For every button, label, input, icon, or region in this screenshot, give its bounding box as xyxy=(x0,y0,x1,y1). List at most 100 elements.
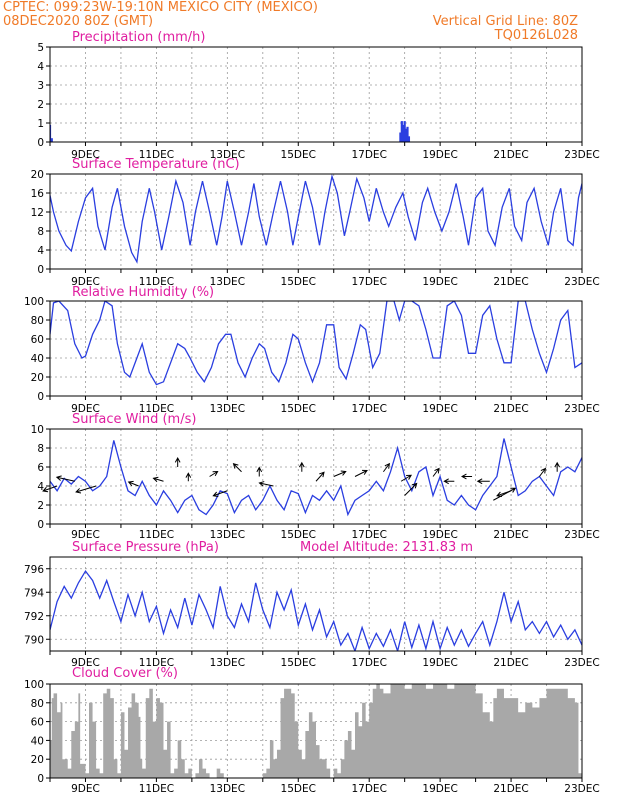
wind-arrow xyxy=(298,461,305,472)
x-tick-label-cloud: 19DEC xyxy=(422,783,457,795)
y-tick-label-wind: 4 xyxy=(37,481,44,493)
x-tick-label-humidity: 15DEC xyxy=(281,403,316,415)
y-tick-label-cloud: 60 xyxy=(31,717,44,729)
precip-bar xyxy=(403,121,406,142)
header-grid-line: Vertical Grid Line: 80Z xyxy=(433,14,578,29)
panel-frame-humidity xyxy=(49,300,583,397)
x-tick-label-wind: 9DEC xyxy=(71,529,100,541)
x-tick-label-humidity: 23DEC xyxy=(564,403,599,415)
panel-wind: Surface Wind (m/s) 0 2 4 6 8 10 9DEC 11DEC 13DEC 1… xyxy=(31,412,600,541)
panel-frame-temp xyxy=(49,173,583,270)
y-tick-label-temp: 4 xyxy=(37,245,44,257)
y-tick-label-temp: 0 xyxy=(37,264,44,276)
plot-area-cloud xyxy=(50,684,582,778)
wind-arrow xyxy=(476,478,490,485)
y-tick-label-temp: 12 xyxy=(31,207,44,219)
y-tick-label-pressure: 790 xyxy=(24,634,44,646)
cloud-cover-area xyxy=(50,684,582,778)
x-tick-label-precip: 23DEC xyxy=(564,149,599,161)
wind-arrow xyxy=(185,472,192,482)
model-altitude-label: Model Altitude: 2131.83 m xyxy=(300,540,473,555)
y-tick-label-precip: 3 xyxy=(37,80,44,92)
panel-title-humidity: Relative Humidity (%) xyxy=(72,285,214,300)
panels: Precipitation (mm/h) 0 12 3 4 5 9DEC 11DEC 13DEC… xyxy=(24,30,600,795)
x-tick-label-precip: 11DEC xyxy=(139,149,174,161)
y-tick-label-temp: 20 xyxy=(31,169,44,181)
x-tick-label-humidity: 21DEC xyxy=(493,403,528,415)
wind-arrow xyxy=(256,466,263,477)
wind-arrow xyxy=(258,481,274,487)
x-tick-label-temp: 13DEC xyxy=(210,276,245,288)
x-tick-label-temp: 9DEC xyxy=(71,276,100,288)
panel-frame-cloud xyxy=(49,683,583,779)
y-tick-label-cloud: 20 xyxy=(31,754,44,766)
panel-temp: Surface Temperature (nC) 0 4 8 12 16 20 9DEC 11D… xyxy=(31,157,600,288)
y-tick-label-humidity: 60 xyxy=(31,334,44,346)
y-tick-label-humidity: 100 xyxy=(24,296,44,308)
header: CPTEC: 099:23W-19:10N MEXICO CITY (MEXIC… xyxy=(3,0,578,43)
x-tick-label-wind: 15DEC xyxy=(281,529,316,541)
wind-arrow xyxy=(127,480,139,487)
wind-arrow xyxy=(212,490,228,498)
x-tick-label-precip: 21DEC xyxy=(493,149,528,161)
precip-bar xyxy=(50,124,52,142)
x-tick-label-cloud: 11DEC xyxy=(139,783,174,795)
x-tick-label-pressure: 17DEC xyxy=(351,657,386,669)
x-tick-label-wind: 17DEC xyxy=(351,529,386,541)
x-tick-label-temp: 15DEC xyxy=(281,276,316,288)
y-tick-label-wind: 8 xyxy=(37,443,44,455)
x-tick-label-pressure: 19DEC xyxy=(422,657,457,669)
panel-frame-wind xyxy=(49,428,583,525)
plot-area-humidity xyxy=(50,301,582,386)
x-tick-label-cloud: 15DEC xyxy=(281,783,316,795)
x-tick-label-precip: 19DEC xyxy=(422,149,457,161)
x-tick-label-temp: 19DEC xyxy=(422,276,457,288)
y-tick-label-cloud: 0 xyxy=(37,773,44,785)
y-tick-label-pressure: 794 xyxy=(24,587,44,599)
precip-bar xyxy=(407,136,411,142)
wind-arrow xyxy=(400,474,413,482)
precip-bar xyxy=(399,132,402,142)
x-tick-label-cloud: 17DEC xyxy=(351,783,386,795)
x-tick-label-wind: 21DEC xyxy=(493,529,528,541)
panel-title-temp: Surface Temperature (nC) xyxy=(72,157,240,172)
wind-arrow xyxy=(174,456,181,467)
plot-area-pressure xyxy=(50,569,582,651)
x-tick-label-wind: 23DEC xyxy=(564,529,599,541)
y-tick-label-precip: 5 xyxy=(37,42,44,54)
plot-area-precip xyxy=(50,121,411,142)
y-tick-label-humidity: 40 xyxy=(31,353,44,365)
panel-cloud: Cloud Cover (%) 0 20 40 60 80 100 9DEC 11DEC 13DE… xyxy=(24,666,600,795)
x-tick-label-humidity: 19DEC xyxy=(422,403,457,415)
x-tick-label-pressure: 11DEC xyxy=(139,657,174,669)
x-tick-label-pressure: 21DEC xyxy=(493,657,528,669)
x-tick-label-precip: 17DEC xyxy=(351,149,386,161)
wind-arrow xyxy=(496,490,512,498)
precip-bar xyxy=(402,124,405,142)
precip-bar xyxy=(50,138,53,142)
x-tick-label-cloud: 13DEC xyxy=(210,783,245,795)
x-tick-label-pressure: 9DEC xyxy=(71,657,100,669)
x-tick-label-temp: 21DEC xyxy=(493,276,528,288)
series-line-temp xyxy=(50,174,582,264)
panel-title-cloud: Cloud Cover (%) xyxy=(72,666,178,681)
y-tick-label-humidity: 80 xyxy=(31,315,44,327)
wind-arrow xyxy=(232,463,242,473)
x-tick-label-pressure: 15DEC xyxy=(281,657,316,669)
y-tick-label-wind: 0 xyxy=(37,519,44,531)
wind-arrow xyxy=(315,471,325,482)
wind-arrow xyxy=(382,462,391,473)
panel-title-precip: Precipitation (mm/h) xyxy=(72,30,205,45)
y-tick-label-cloud: 40 xyxy=(31,735,44,747)
y-tick-label-humidity: 20 xyxy=(31,372,44,384)
panel-pressure: Surface Pressure (hPa) Model Altitude: 21… xyxy=(24,540,600,669)
x-tick-label-temp: 17DEC xyxy=(351,276,386,288)
wind-arrow xyxy=(443,478,455,485)
y-tick-label-pressure: 792 xyxy=(24,611,44,623)
x-tick-label-humidity: 11DEC xyxy=(139,403,174,415)
panel-title-wind: Surface Wind (m/s) xyxy=(72,412,196,427)
series-line-humidity xyxy=(50,301,582,386)
y-tick-label-precip: 2 xyxy=(37,99,44,111)
panel-precip: Precipitation (mm/h) 0 1 2 3 4 5 9DEC 11DEC 13DEC… xyxy=(37,30,599,161)
